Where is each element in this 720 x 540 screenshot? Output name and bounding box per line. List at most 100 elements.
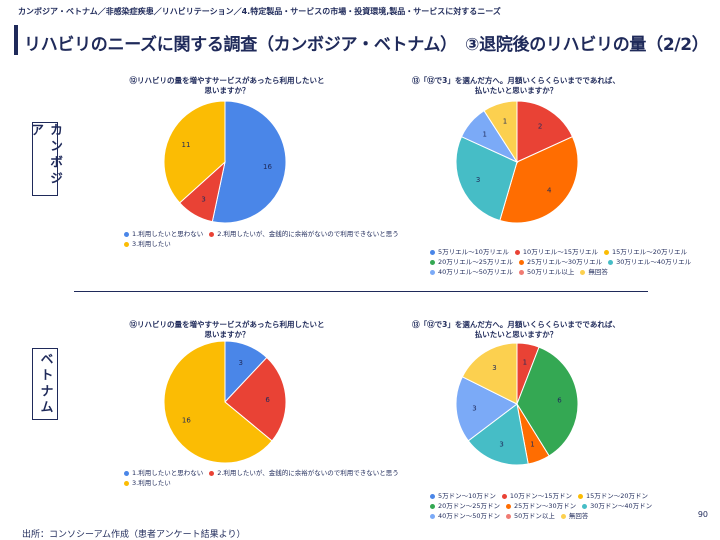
legend-item: 30万ドン～40万ドン	[582, 501, 652, 511]
vietnam-q12-title-line2: 思いますか？	[204, 330, 250, 339]
legend-swatch	[560, 513, 566, 519]
legend-row: 1.利用したいと思わない 2.利用したいが、金銭的に余裕がないので利用できないと思…	[124, 229, 405, 239]
vietnam-q13-title: ⑬「⑫で3」を選んだ方へ。月額いくらくらいまでであれば、 払いたいと思いますか？	[396, 320, 636, 340]
page-title: リハビリのニーズに関する調査（カンボジア・ベトナム） ③退院後のリハビリの量（2…	[24, 35, 709, 55]
legend-swatch	[124, 241, 129, 247]
vietnam-q12-pie-chart: 3 6 16	[163, 340, 287, 464]
title-accent-bar	[14, 25, 18, 55]
legend-item: 1.利用したいと思わない	[124, 229, 203, 239]
pie-data-label: 3	[476, 176, 480, 184]
cambodia-q12-title: ⑫リハビリの量を増やすサービスがあったら利用したいと 思いますか？	[112, 76, 342, 96]
pie-data-label: 3	[238, 359, 242, 367]
section-divider	[74, 291, 648, 292]
legend-row: 40万リエル～50万リエル 50万リエル以上 無回答	[430, 267, 697, 277]
legend-label: 50万ドン以上	[514, 512, 555, 520]
legend-label: 25万ドン～30万ドン	[514, 502, 577, 510]
legend-swatch	[506, 503, 512, 509]
legend-item: 15万リエル～20万リエル	[603, 247, 687, 257]
pie-data-label: 1	[530, 440, 534, 448]
pie-data-label: 6	[265, 396, 270, 404]
legend-row: 3.利用したい	[124, 478, 405, 488]
vietnam-q12-legend: 1.利用したいと思わない 2.利用したいが、金銭的に余裕がないので利用できないと思…	[124, 468, 405, 488]
legend-item: 5万ドン～10万ドン	[430, 491, 496, 501]
legend-swatch	[430, 503, 435, 509]
legend-swatch	[430, 513, 435, 519]
legend-swatch	[430, 493, 435, 499]
source-note: 出所：コンソシーアム作成（患者アンケート結果より）	[22, 530, 246, 540]
pie-data-label: 3	[499, 440, 503, 448]
legend-swatch	[430, 249, 435, 255]
legend-swatch	[582, 503, 588, 509]
legend-label: 30万ドン～40万ドン	[590, 502, 653, 510]
cambodia-q13-title: ⑬「⑫で3」を選んだ方へ。月額いくらくらいまでであれば、 払いたいと思いますか？	[396, 76, 636, 96]
legend-label: 40万リエル～50万リエル	[438, 268, 514, 276]
legend-swatch	[506, 513, 512, 519]
legend-item: 25万ドン～30万ドン	[506, 501, 576, 511]
legend-item: 5万リエル～10万リエル	[430, 247, 509, 257]
legend-item: 40万リエル～50万リエル	[430, 267, 513, 277]
legend-label: 20万リエル～25万リエル	[438, 258, 514, 266]
pie-data-label: 16	[182, 417, 191, 425]
country-label-cambodia: カンボジア	[28, 122, 62, 196]
legend-swatch	[519, 269, 525, 275]
legend-swatch	[209, 470, 215, 476]
legend-swatch	[124, 231, 129, 237]
legend-row: 3.利用したい	[124, 239, 405, 249]
pie-slice	[163, 100, 226, 204]
pie-slice	[163, 340, 273, 464]
pie-slice	[211, 100, 287, 224]
legend-label: 40万ドン～50万ドン	[438, 512, 501, 520]
vietnam-q13-legend: 5万ドン～10万ドン 10万ドン～15万ドン 15万ドン～20万ドン 20万ドン～25…	[430, 491, 658, 521]
legend-item: 3.利用したい	[124, 239, 171, 249]
vietnam-q13-pie-chart: 1 6 1 3 3 3	[455, 342, 579, 466]
legend-item: 25万リエル～30万リエル	[519, 257, 602, 267]
cambodia-q12-title-line2: 思いますか？	[204, 86, 250, 95]
legend-label: 1.利用したいと思わない	[132, 230, 204, 238]
pie-slice	[467, 403, 529, 466]
cambodia-q12-pie-chart: 16 3 11	[163, 100, 287, 224]
vietnam-q12-title-line1: ⑫リハビリの量を増やすサービスがあったら利用したいと	[129, 320, 325, 329]
pie-data-label: 6	[557, 397, 562, 405]
cambodia-q12-legend: 1.利用したいと思わない 2.利用したいが、金銭的に余裕がないので利用できないと思…	[124, 229, 405, 249]
legend-swatch	[501, 493, 507, 499]
legend-swatch	[430, 269, 435, 275]
pie-data-label: 3	[201, 195, 205, 203]
legend-label: 2.利用したいが、金銭的に余裕がないので利用できないと思う	[217, 469, 399, 477]
legend-swatch	[603, 249, 609, 255]
legend-label: 1.利用したいと思わない	[132, 469, 204, 477]
pie-slice	[516, 100, 574, 163]
cambodia-q12-title-line1: ⑫リハビリの量を増やすサービスがあったら利用したいと	[129, 76, 325, 85]
legend-swatch	[430, 259, 435, 265]
legend-swatch	[608, 259, 614, 265]
pie-slice	[455, 135, 518, 222]
cambodia-q13-pie-chart: 2 4 3 1 1	[455, 100, 579, 224]
legend-swatch	[124, 470, 129, 476]
legend-row: 1.利用したいと思わない 2.利用したいが、金銭的に余裕がないので利用できないと思…	[124, 468, 405, 478]
legend-row: 20万ドン～25万ドン 25万ドン～30万ドン 30万ドン～40万ドン	[430, 501, 658, 511]
pie-data-label: 11	[182, 141, 191, 149]
vietnam-q13-title-line1: ⑬「⑫で3」を選んだ方へ。月額いくらくらいまでであれば、	[412, 320, 620, 329]
legend-item: 無回答	[580, 267, 608, 277]
pie-data-label: 2	[538, 123, 542, 131]
pie-slice	[483, 100, 518, 164]
legend-label: 10万ドン～15万ドン	[509, 492, 572, 500]
vietnam-q13-title-line2: 払いたいと思いますか？	[474, 330, 558, 339]
legend-label: 25万リエル～30万リエル	[527, 258, 603, 266]
page-number: 90	[697, 510, 708, 519]
legend-label: 無回答	[568, 512, 589, 520]
legend-item: 10万リエル～15万リエル	[514, 247, 598, 257]
legend-label: 無回答	[588, 268, 608, 276]
pie-data-label: 16	[263, 163, 272, 171]
pie-data-label: 3	[472, 404, 476, 412]
pie-slice	[455, 376, 518, 442]
legend-label: 10万リエル～15万リエル	[522, 248, 598, 256]
legend-item: 3.利用したい	[124, 478, 171, 488]
breadcrumb: カンボジア・ベトナム／非感染症疾患／リハビリテーション／4.特定製品・サービスの…	[18, 7, 501, 16]
legend-item: 50万リエル以上	[519, 267, 574, 277]
legend-item: 20万ドン～25万ドン	[430, 501, 500, 511]
legend-swatch	[577, 493, 583, 499]
legend-item: 2.利用したいが、金銭的に余裕がないので利用できないと思う	[209, 229, 399, 239]
legend-label: 5万リエル～10万リエル	[438, 248, 509, 256]
legend-label: 15万ドン～20万ドン	[585, 492, 649, 500]
legend-swatch	[519, 259, 525, 265]
